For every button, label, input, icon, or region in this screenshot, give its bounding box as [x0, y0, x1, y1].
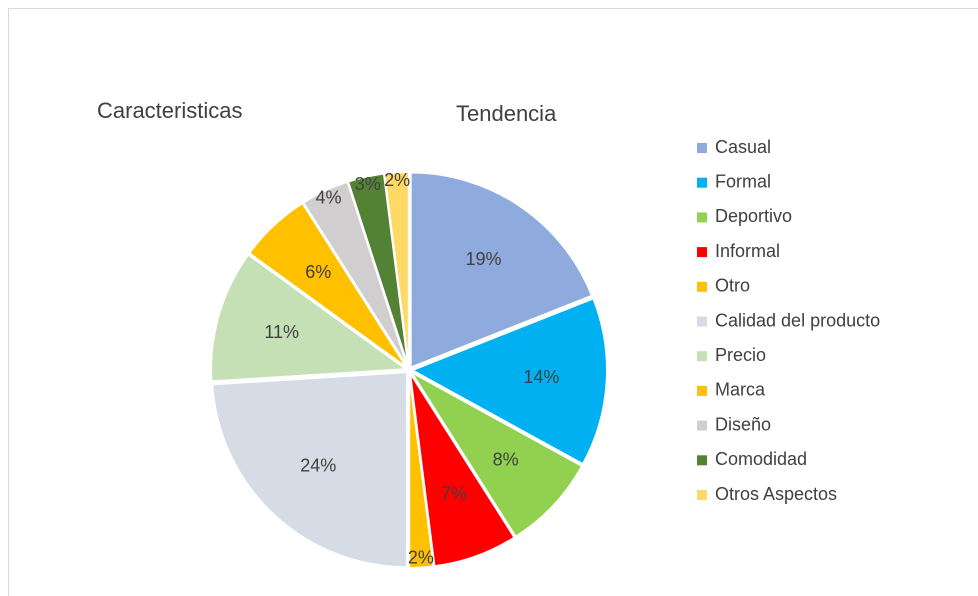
data-label: 14% [523, 367, 559, 387]
annotation: Caracteristicas [97, 98, 242, 123]
legend-swatch [697, 247, 707, 258]
legend-swatch [697, 212, 707, 223]
data-label: 4% [315, 188, 341, 208]
data-label: 3% [355, 174, 381, 194]
legend-swatch [697, 316, 707, 327]
pie-slice [210, 253, 409, 383]
legend-swatch [697, 385, 707, 396]
pie-slice [409, 297, 608, 466]
data-label: 2% [408, 548, 434, 568]
data-label: 2% [384, 170, 410, 190]
legend-swatch [697, 455, 707, 466]
legend-label: Calidad del producto [715, 310, 880, 330]
legend-swatch [697, 143, 707, 153]
legend-label: Marca [715, 380, 766, 400]
data-label: 19% [466, 249, 502, 269]
annotation: Tendencia [456, 101, 557, 126]
legend-label: Precio [715, 345, 766, 365]
pie-slice [383, 171, 410, 368]
pie-slice [410, 371, 584, 539]
legend-label: Deportivo [715, 206, 792, 226]
data-label: 24% [300, 455, 336, 475]
legend-label: Casual [715, 137, 771, 157]
legend-swatch [697, 420, 707, 431]
data-label: 6% [305, 262, 331, 282]
pie-slice [409, 171, 594, 369]
legend-swatch [697, 351, 707, 362]
legend-swatch [697, 177, 707, 188]
legend-label: Informal [715, 241, 780, 261]
data-label: 8% [493, 450, 519, 470]
legend-label: Otro [715, 276, 750, 296]
legend-label: Formal [715, 171, 771, 191]
legend-label: Comodidad [715, 449, 807, 469]
legend-label: Diseño [715, 414, 771, 434]
data-label: 7% [441, 484, 467, 504]
pie-slice [211, 371, 408, 569]
data-label: 11% [264, 322, 299, 342]
legend-label: Otros Aspectos [715, 484, 837, 504]
legend-swatch [697, 281, 707, 292]
pie-slice [408, 372, 435, 569]
legend-swatch [697, 490, 707, 500]
